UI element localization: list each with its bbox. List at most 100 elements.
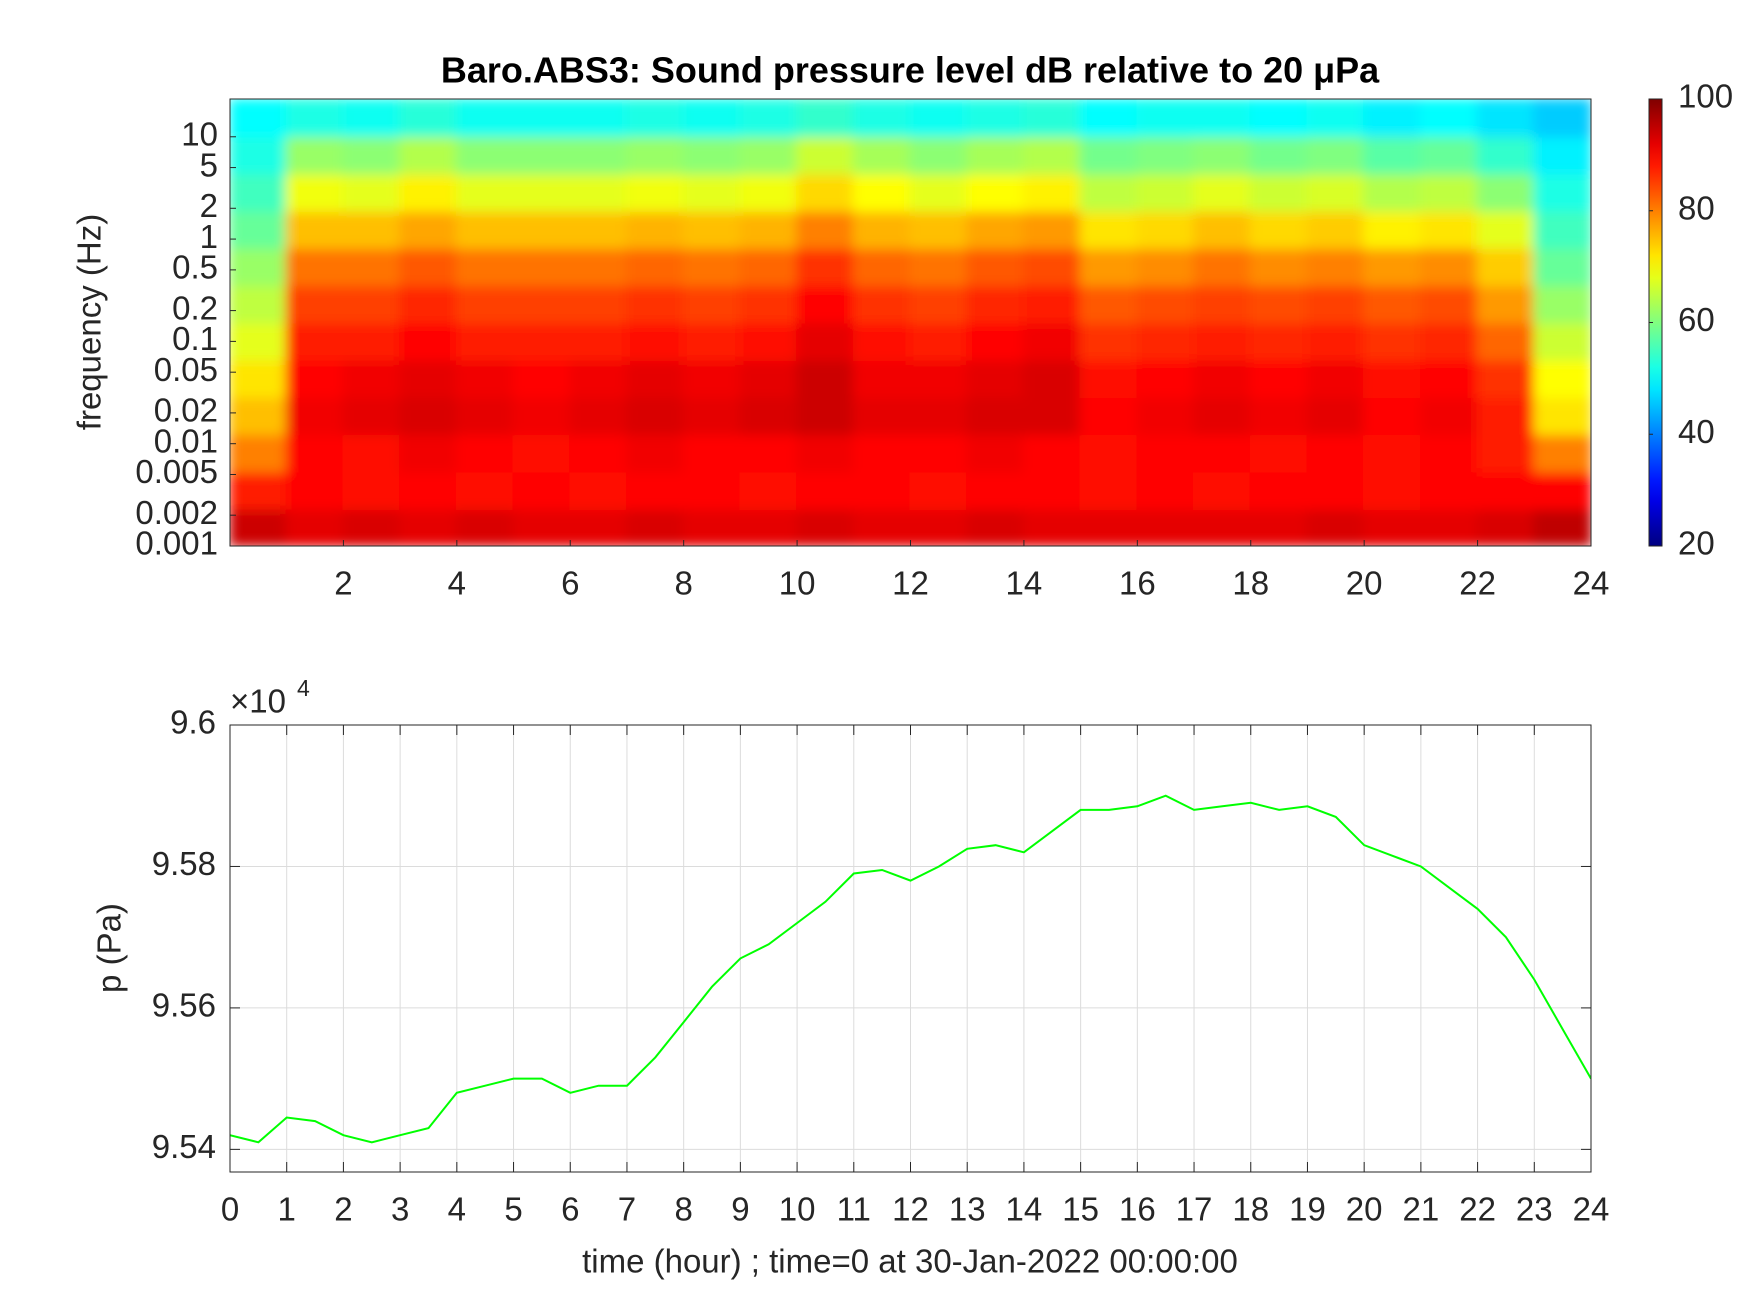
heatmap-cell [796,172,855,212]
heatmap-cell [1306,284,1366,324]
heatmap-cell [1363,284,1422,324]
heatmap-cell [1306,172,1366,212]
y-tick-label: 9.58 [152,845,216,882]
heatmap-cell [1476,470,1536,510]
heatmap-cell [1533,396,1591,436]
y-multiplier-exponent: 4 [297,675,310,701]
heatmap-cell [852,284,912,324]
heatmap-cell [1249,433,1309,473]
heatmap-cell [966,396,1025,436]
heatmap-cell [285,507,345,546]
heatmap-cell [1022,321,1082,361]
heatmap-cell [285,247,345,287]
x-tick-label: 23 [1516,1191,1553,1228]
heatmap-cell [1079,358,1139,399]
heatmap-cell [1079,433,1139,473]
heatmap-cell [1306,507,1366,546]
heatmap-cell [1363,209,1422,250]
heatmap-cell [230,470,288,510]
heatmap-cell [682,135,742,175]
x-tick-label: 24 [1573,565,1610,602]
heatmap-cell [512,433,572,473]
heatmap-cell [682,99,742,138]
heatmap-cell [796,99,855,138]
heatmap-cell [1022,99,1082,138]
heatmap-cell [1193,284,1252,324]
heatmap-cell [966,470,1025,510]
heatmap-cell [909,284,969,324]
heatmap-cell [966,247,1025,287]
heatmap-cell [625,396,685,436]
heatmap-cell [1533,209,1591,250]
heatmap-cell [1079,172,1139,212]
heatmap-cell [512,209,572,250]
heatmap-cell [625,209,685,250]
heatmap-cell [399,209,458,250]
heatmap-cell [852,99,912,138]
heatmap-cell [796,284,855,324]
heatmap-cell [1136,209,1196,250]
axes-frame [229,724,1592,1173]
heatmap-cell [1419,135,1479,175]
heatmap-cell [1079,470,1139,510]
heatmap-cell [909,507,969,546]
heatmap-cell [682,507,742,546]
x-tick-label: 10 [779,565,816,602]
heatmap-cell [1022,470,1082,510]
heatmap-cell [1419,209,1479,250]
x-axis-label: time (hour) ; time=0 at 30-Jan-2022 00:0… [582,1243,1238,1280]
x-tick-label: 13 [949,1191,986,1228]
heatmap-cell [1476,321,1536,361]
heatmap-cell [512,135,572,175]
x-tick-label: 0 [221,1191,239,1228]
heatmap-cell [1363,507,1422,546]
heatmap-cell [1249,247,1309,287]
y-tick-label: 0.05 [154,351,218,388]
heatmap-cell [1419,321,1479,361]
heatmap-cell [399,99,458,138]
heatmap-cell [682,284,742,324]
x-tick-label: 6 [561,565,579,602]
heatmap-cell [1419,172,1479,212]
heatmap-cell [1419,396,1479,436]
heatmap-cell [1079,284,1139,324]
heatmap-cell [682,396,742,436]
y-tick-label: 10 [181,115,218,152]
heatmap-cell [625,433,685,473]
heatmap-cell [1306,433,1366,473]
colorbar-tick-label: 40 [1678,413,1715,450]
heatmap-cell [1363,99,1422,138]
heatmap-cell [1306,247,1366,287]
heatmap-cell [342,172,402,212]
heatmap-cell [455,284,515,324]
x-tick-label: 22 [1459,565,1496,602]
heatmap-cell [455,99,515,138]
y-tick-label: 0.005 [135,453,218,490]
heatmap-cell [852,172,912,212]
x-tick-label: 19 [1289,1191,1326,1228]
data-line [230,794,1591,1144]
heatmap-cell [399,172,458,212]
heatmap-cell [285,209,345,250]
heatmap-cell [1306,396,1366,436]
heatmap-cell [625,172,685,212]
heatmap-cell [1533,135,1591,175]
heatmap-cell [455,135,515,175]
heatmap-cell [285,396,345,436]
heatmap-cell [1022,433,1082,473]
heatmap-cell [1533,321,1591,361]
heatmap-cell [399,284,458,324]
heatmap-cell [739,172,799,212]
heatmap-cell [1193,396,1252,436]
y-tick-label: 5 [200,146,218,183]
heatmap-cell [1476,433,1536,473]
heatmap-cell [852,247,912,287]
heatmap-cell [1079,396,1139,436]
heatmap-cell [512,172,572,212]
heatmap-cell [1193,247,1252,287]
heatmap-cell [230,507,288,546]
heatmap-cell [512,99,572,138]
heatmap-cell [1306,321,1366,361]
heatmap-cell [1193,209,1252,250]
